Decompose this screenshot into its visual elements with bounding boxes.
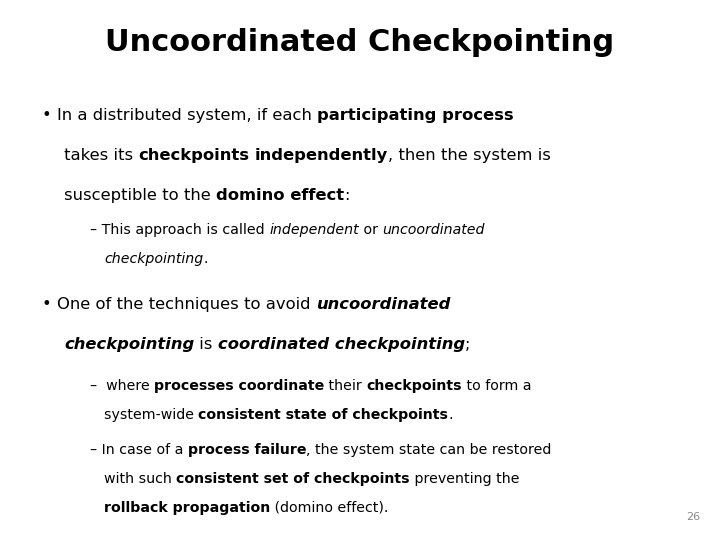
Text: domino effect: domino effect [216,188,344,203]
Text: susceptible to the: susceptible to the [64,188,216,203]
Text: takes its: takes its [64,148,138,163]
Text: or: or [359,223,382,237]
Text: – In case of a: – In case of a [90,443,188,457]
Text: coordinated checkpointing: coordinated checkpointing [218,337,465,352]
Text: processes coordinate: processes coordinate [154,379,325,393]
Text: consistent state of checkpoints: consistent state of checkpoints [199,408,449,422]
Text: rollback propagation: rollback propagation [104,501,270,515]
Text: • One of the techniques to avoid: • One of the techniques to avoid [42,297,316,312]
Text: .: . [449,408,453,422]
Text: uncoordinated: uncoordinated [382,223,485,237]
Text: independently: independently [255,148,388,163]
Text: , then the system is: , then the system is [388,148,551,163]
Text: their: their [325,379,366,393]
Text: process failure: process failure [188,443,307,457]
Text: , the system state can be restored: , the system state can be restored [307,443,552,457]
Text: checkpointing: checkpointing [104,252,203,266]
Text: –  where: – where [90,379,154,393]
Text: with such: with such [104,472,176,486]
Text: is: is [194,337,218,352]
Text: 26: 26 [686,512,700,522]
Text: system-wide: system-wide [104,408,199,422]
Text: checkpointing: checkpointing [64,337,194,352]
Text: – This approach is called: – This approach is called [90,223,269,237]
Text: • In a distributed system, if each: • In a distributed system, if each [42,108,317,123]
Text: participating process: participating process [317,108,514,123]
Text: :: : [344,188,349,203]
Text: consistent set of checkpoints: consistent set of checkpoints [176,472,410,486]
Text: preventing the: preventing the [410,472,519,486]
Text: (domino effect).: (domino effect). [270,501,389,515]
Text: .: . [203,252,208,266]
Text: ;: ; [465,337,470,352]
Text: independent: independent [269,223,359,237]
Text: uncoordinated: uncoordinated [316,297,450,312]
Text: to form a: to form a [462,379,532,393]
Text: Uncoordinated Checkpointing: Uncoordinated Checkpointing [105,28,615,57]
Text: checkpoints: checkpoints [138,148,249,163]
Text: checkpoints: checkpoints [366,379,462,393]
